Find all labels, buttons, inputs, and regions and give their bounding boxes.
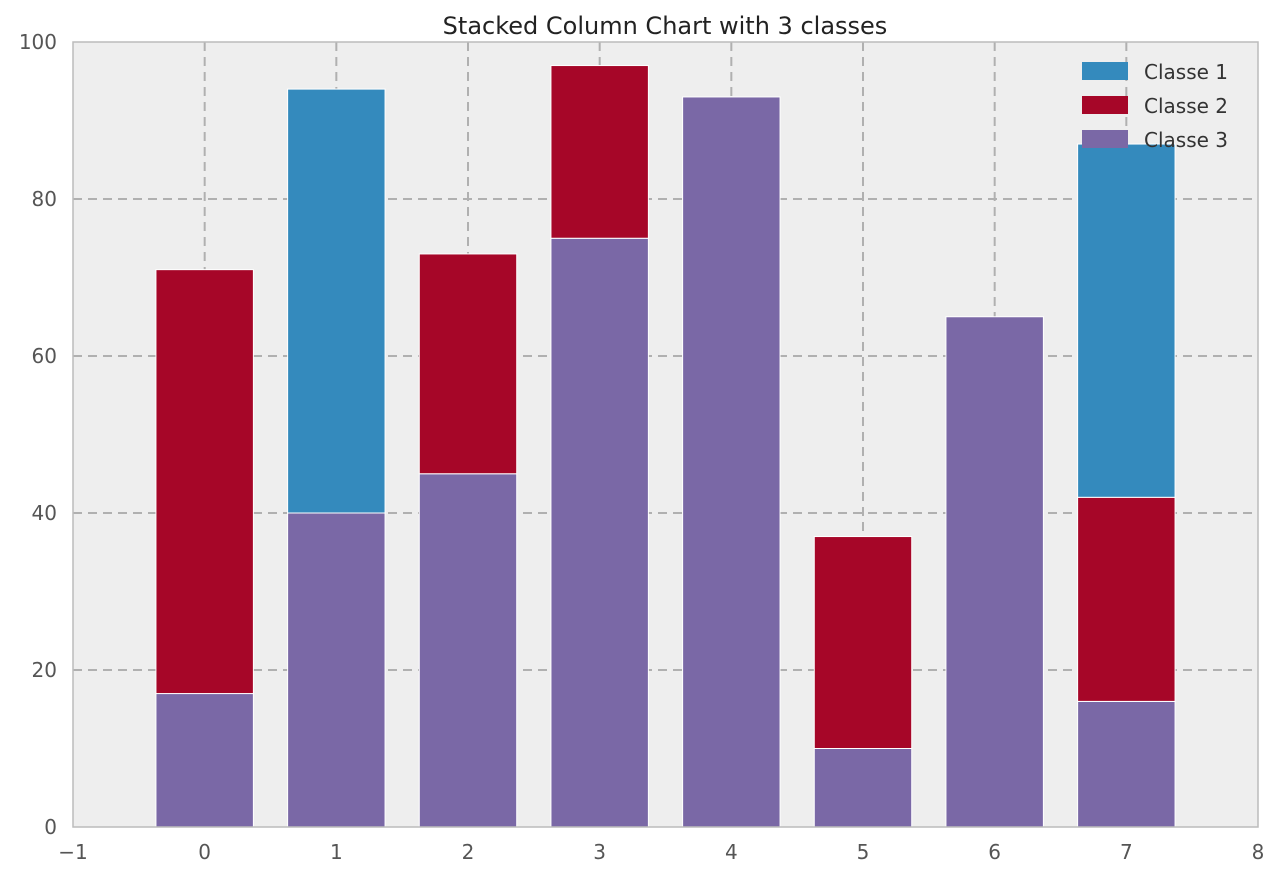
bar-classe-3-x6 xyxy=(945,316,1044,828)
x-tick-label: 1 xyxy=(330,840,343,864)
x-tick-label: 8 xyxy=(1252,840,1265,864)
legend-label: Classe 2 xyxy=(1144,94,1228,118)
bar-classe-2-x5 xyxy=(813,536,913,749)
bar-classe-3-x3 xyxy=(550,237,649,828)
bars xyxy=(155,65,1176,828)
bar-classe-3-x5 xyxy=(813,748,913,828)
bar-classe-1-x7 xyxy=(1077,143,1176,498)
y-tick-label: 0 xyxy=(44,815,57,839)
legend: Classe 1 Classe 2 Classe 3 xyxy=(1082,60,1228,152)
y-tick-label: 20 xyxy=(32,658,57,682)
x-tick-label: 6 xyxy=(988,840,1001,864)
y-tick-label: 60 xyxy=(32,344,57,368)
x-axis-ticks: −1 0 1 2 3 4 5 6 7 8 xyxy=(58,840,1264,864)
legend-swatch xyxy=(1082,130,1128,148)
plot-frame xyxy=(72,41,1259,828)
bar-classe-2-x2 xyxy=(418,253,518,475)
bar-classe-3-x7 xyxy=(1077,700,1176,828)
bar-classe-3-x0 xyxy=(155,693,254,828)
x-tick-label: 5 xyxy=(857,840,870,864)
x-tick-label: 7 xyxy=(1120,840,1133,864)
bar-classe-3-x4 xyxy=(682,96,781,828)
legend-label: Classe 3 xyxy=(1144,128,1228,152)
y-tick-label: 40 xyxy=(32,501,57,525)
chart-title: Stacked Column Chart with 3 classes xyxy=(443,12,888,40)
bar-classe-1-x1 xyxy=(287,88,386,514)
legend-swatch xyxy=(1082,62,1128,80)
y-tick-label: 100 xyxy=(19,30,57,54)
bar-classe-2-x0 xyxy=(155,269,254,695)
x-tick-label: 0 xyxy=(198,840,211,864)
bar-classe-2-x7 xyxy=(1077,496,1176,702)
x-tick-label: 2 xyxy=(462,840,475,864)
bar-classe-2-x3 xyxy=(550,65,649,239)
legend-swatch xyxy=(1082,96,1128,114)
x-tick-label: 3 xyxy=(593,840,606,864)
x-tick-label: −1 xyxy=(58,840,87,864)
bar-classe-3-x2 xyxy=(418,473,518,828)
legend-label: Classe 1 xyxy=(1144,60,1228,84)
y-tick-label: 80 xyxy=(32,187,57,211)
bar-classe-3-x1 xyxy=(287,512,386,828)
x-tick-label: 4 xyxy=(725,840,738,864)
plot-area xyxy=(73,42,1258,827)
y-axis-ticks: 0 20 40 60 80 100 xyxy=(19,30,57,839)
